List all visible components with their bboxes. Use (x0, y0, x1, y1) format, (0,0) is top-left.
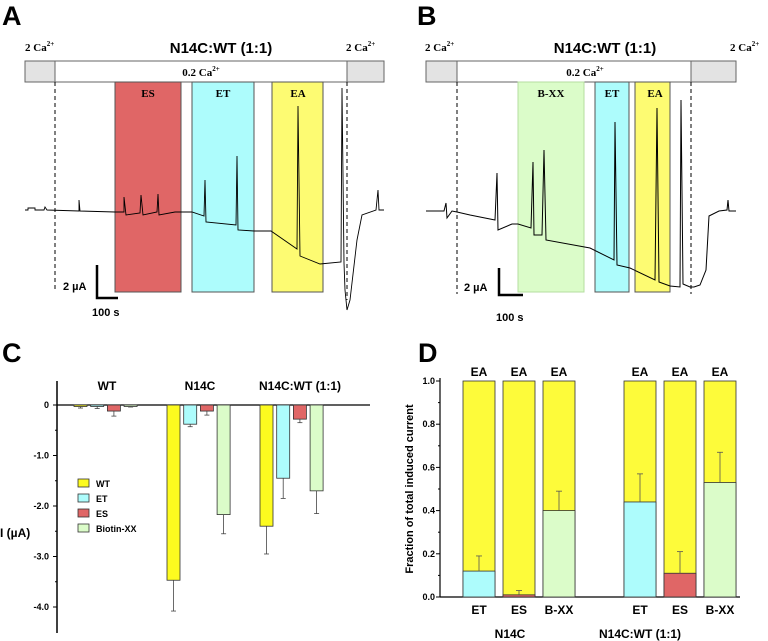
panel-d-x-tick-label: ET (632, 603, 648, 617)
panel-d-bar-segment (623, 501, 657, 598)
panel-d-group-label: N14C:WT (1:1) (599, 627, 681, 641)
panel-d-bar-segment (462, 570, 496, 598)
panel-c-legend-swatch (77, 523, 90, 533)
panel-b-solution-bar-left (425, 60, 458, 83)
panel-d-y-tick-label: 0.6 (422, 462, 435, 472)
panel-a-window-et (191, 81, 255, 293)
panel-a-right-solution: 2 Ca2+ (346, 40, 375, 54)
panel-d-y-tick-label: 1.0 (422, 376, 435, 386)
panel-b-left-solution: 2 Ca2+ (425, 40, 454, 54)
panel-d: D Fraction of total induced current 0.0 0… (404, 338, 740, 641)
panel-a-window-es (114, 81, 182, 293)
panel-d-bar-top-label: EA (672, 365, 689, 379)
panel-c-y-tick-label: -4.0 (33, 602, 49, 612)
panel-a-letter: A (2, 1, 22, 31)
panel-d-bar-top-label: EA (511, 365, 528, 379)
panel-c-bar (183, 404, 198, 425)
panel-c-bar (276, 404, 291, 479)
panel-b-middle-solution: 0.2 Ca2+ (566, 65, 603, 79)
panel-c-bar (216, 404, 231, 515)
panel-b-window-ea (634, 81, 671, 293)
panel-c-y-tick-label: -3.0 (33, 552, 49, 562)
panel-a-solution-bar-left (24, 60, 56, 83)
panel-d-bar-top-label: EA (712, 365, 729, 379)
panel-d-bar-segment (542, 510, 576, 598)
panel-c: C I (µA) 0 -1.0 -2.0 -3.0 -4.0 WT N14C N14C:WT … (0, 338, 370, 633)
panel-c-y-axis-label: I (µA) (0, 526, 30, 540)
panel-c-bar (199, 404, 214, 412)
panel-a-window-es-label: ES (141, 88, 154, 100)
panel-b-scale-bar (497, 268, 523, 297)
panel-c-bar (73, 404, 88, 407)
panel-d-x-tick-label: ES (672, 603, 688, 617)
panel-b-current-trace (426, 99, 736, 288)
panel-d-y-axis-label: Fraction of total induced current (404, 404, 416, 574)
panel-c-y-tick-label: -2.0 (33, 501, 49, 511)
panel-c-letter: C (2, 338, 22, 368)
panel-d-bar-top-label: EA (632, 365, 649, 379)
panel-c-bar (166, 404, 181, 581)
panel-a-window-ea-label: EA (290, 88, 305, 100)
panel-a-title: N14C:WT (1:1) (170, 40, 273, 57)
panel-d-bar-ea-segment (502, 380, 536, 598)
panel-d-x-tick-label: ET (471, 603, 487, 617)
panel-d-y-tick-label: 0.0 (422, 592, 435, 602)
panel-a: A N14C:WT (1:1) 2 Ca2+ 2 Ca2+ 0.2 Ca2+ E… (2, 1, 385, 319)
panel-d-bar-top-label: EA (551, 365, 568, 379)
panel-d-x-tick-label: B-XX (706, 603, 735, 617)
panel-c-legend-swatch (77, 493, 90, 503)
panel-d-bar-segment (663, 572, 697, 598)
panel-b-scale-current: 2 µA (464, 282, 488, 294)
panel-a-middle-solution: 0.2 Ca2+ (182, 65, 219, 79)
panel-c-y-tick-label: -1.0 (33, 451, 49, 461)
panel-a-scale-time: 100 s (92, 307, 120, 319)
panel-c-bar (292, 404, 307, 420)
panel-d-x-tick-label: ES (511, 603, 527, 617)
panel-d-letter: D (418, 338, 438, 368)
panel-b-solution-bar-right (690, 60, 737, 83)
panel-c-group-label: N14C (185, 379, 216, 393)
panel-c-legend-swatch (77, 508, 90, 518)
panel-c-bar (107, 404, 121, 412)
panel-c-legend-label: ES (96, 509, 108, 519)
panel-c-bar (123, 404, 138, 407)
panel-a-solution-bar-right (346, 60, 385, 83)
panel-d-y-tick-label: 0.2 (422, 549, 435, 559)
panel-b-window-ea-label: EA (647, 88, 662, 100)
panel-c-legend-label: Biotin-XX (96, 524, 137, 534)
panel-d-group-label: N14C (495, 627, 526, 641)
panel-b-right-solution: 2 Ca2+ (730, 40, 759, 54)
panel-d-y-tick-label: 0.4 (422, 506, 435, 516)
panel-d-x-tick-label: B-XX (545, 603, 574, 617)
panel-d-bar-top-label: EA (471, 365, 488, 379)
panel-a-current-trace (25, 87, 384, 311)
panel-b: B N14C:WT (1:1) 2 Ca2+ 2 Ca2+ 0.2 Ca2+ B… (417, 1, 759, 324)
panel-b-window-et-label: ET (605, 88, 620, 100)
panel-b-title: N14C:WT (1:1) (554, 40, 657, 57)
panel-c-bar (309, 404, 324, 492)
panel-d-bar-segment (703, 482, 737, 598)
panel-c-bar (259, 404, 274, 527)
panel-b-window-et (594, 81, 630, 293)
panel-c-legend-swatch (77, 478, 90, 488)
panel-b-letter: B (417, 1, 437, 31)
panel-b-scale-time: 100 s (496, 312, 524, 324)
panel-b-window-bxx (517, 81, 585, 293)
panel-c-legend-label: ET (96, 494, 108, 504)
panel-d-bar-segment (502, 594, 536, 598)
panel-b-window-bxx-label: B-XX (538, 88, 565, 100)
panel-d-y-tick-label: 0.8 (422, 419, 435, 429)
panel-c-legend-label: WT (96, 479, 110, 489)
panel-a-left-solution: 2 Ca2+ (25, 40, 54, 54)
panel-c-group-label: N14C:WT (1:1) (259, 379, 341, 393)
panel-a-scale-current: 2 µA (63, 281, 87, 293)
panel-a-window-et-label: ET (216, 88, 231, 100)
panel-c-y-tick-label: 0 (44, 400, 49, 410)
panel-a-scale-bar (95, 265, 118, 300)
panel-c-group-label: WT (98, 379, 117, 393)
